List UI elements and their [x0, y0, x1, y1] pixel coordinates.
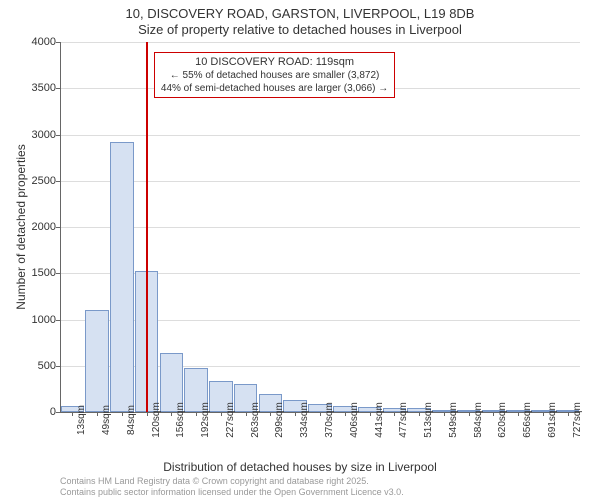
x-tick-label: 263sqm — [250, 402, 261, 438]
x-tick-label: 406sqm — [349, 402, 360, 438]
x-tick — [72, 412, 73, 416]
x-tick-label: 13sqm — [76, 405, 87, 435]
y-tick — [56, 88, 60, 89]
reference-line — [146, 42, 148, 412]
x-tick — [295, 412, 296, 416]
x-tick — [493, 412, 494, 416]
footer-line1: Contains HM Land Registry data © Crown c… — [60, 476, 404, 487]
x-tick-label: 156sqm — [175, 402, 186, 438]
x-tick-label: 370sqm — [324, 402, 335, 438]
x-tick — [469, 412, 470, 416]
x-tick-label: 513sqm — [423, 402, 434, 438]
x-tick-label: 49sqm — [101, 405, 112, 435]
x-tick-label: 441sqm — [374, 402, 385, 438]
x-tick-label: 120sqm — [151, 402, 162, 438]
y-tick-label: 2500 — [32, 175, 56, 187]
x-tick — [97, 412, 98, 416]
footer-attribution: Contains HM Land Registry data © Crown c… — [60, 476, 404, 498]
annotation-line2: ← 55% of detached houses are smaller (3,… — [161, 69, 388, 82]
histogram-bar — [110, 142, 134, 412]
x-tick — [568, 412, 569, 416]
y-tick — [56, 366, 60, 367]
x-tick — [345, 412, 346, 416]
x-tick-label: 691sqm — [547, 402, 558, 438]
y-tick — [56, 412, 60, 413]
x-tick — [543, 412, 544, 416]
gridline — [60, 42, 580, 43]
x-tick — [370, 412, 371, 416]
y-tick — [56, 273, 60, 274]
x-tick-label: 727sqm — [572, 402, 583, 438]
x-tick-label: 477sqm — [398, 402, 409, 438]
histogram-bar — [85, 310, 109, 412]
x-tick — [122, 412, 123, 416]
x-tick — [171, 412, 172, 416]
y-tick-label: 500 — [38, 360, 56, 372]
y-tick — [56, 42, 60, 43]
y-tick-label: 1500 — [32, 267, 56, 279]
annotation-line1: 10 DISCOVERY ROAD: 119sqm — [161, 55, 388, 69]
x-tick — [320, 412, 321, 416]
x-tick — [196, 412, 197, 416]
gridline — [60, 181, 580, 182]
x-tick-label: 84sqm — [126, 405, 137, 435]
x-tick-label: 620sqm — [497, 402, 508, 438]
annotation-box: 10 DISCOVERY ROAD: 119sqm ← 55% of detac… — [154, 52, 395, 98]
x-tick — [419, 412, 420, 416]
y-axis-label: Number of detached properties — [14, 144, 28, 309]
x-tick — [444, 412, 445, 416]
x-tick — [246, 412, 247, 416]
y-axis — [60, 42, 61, 412]
x-tick-label: 334sqm — [299, 402, 310, 438]
x-axis-label: Distribution of detached houses by size … — [0, 460, 600, 474]
footer-line2: Contains public sector information licen… — [60, 487, 404, 498]
chart-title-1: 10, DISCOVERY ROAD, GARSTON, LIVERPOOL, … — [0, 6, 600, 21]
annotation-line3: 44% of semi-detached houses are larger (… — [161, 82, 388, 95]
x-tick — [270, 412, 271, 416]
gridline — [60, 227, 580, 228]
x-tick-label: 227sqm — [225, 402, 236, 438]
x-tick — [147, 412, 148, 416]
x-tick — [394, 412, 395, 416]
x-tick-label: 584sqm — [473, 402, 484, 438]
histogram-chart: 10, DISCOVERY ROAD, GARSTON, LIVERPOOL, … — [0, 0, 600, 500]
y-tick — [56, 320, 60, 321]
y-tick-label: 2000 — [32, 221, 56, 233]
x-tick — [221, 412, 222, 416]
y-tick-label: 1000 — [32, 314, 56, 326]
x-tick-label: 192sqm — [200, 402, 211, 438]
y-tick — [56, 227, 60, 228]
chart-title-2: Size of property relative to detached ho… — [0, 22, 600, 37]
y-tick-label: 3000 — [32, 129, 56, 141]
x-tick — [518, 412, 519, 416]
x-tick-label: 549sqm — [448, 402, 459, 438]
y-tick — [56, 181, 60, 182]
y-tick-label: 4000 — [32, 36, 56, 48]
gridline — [60, 135, 580, 136]
x-tick-label: 656sqm — [522, 402, 533, 438]
y-tick — [56, 135, 60, 136]
y-tick-label: 3500 — [32, 82, 56, 94]
x-tick-label: 299sqm — [274, 402, 285, 438]
